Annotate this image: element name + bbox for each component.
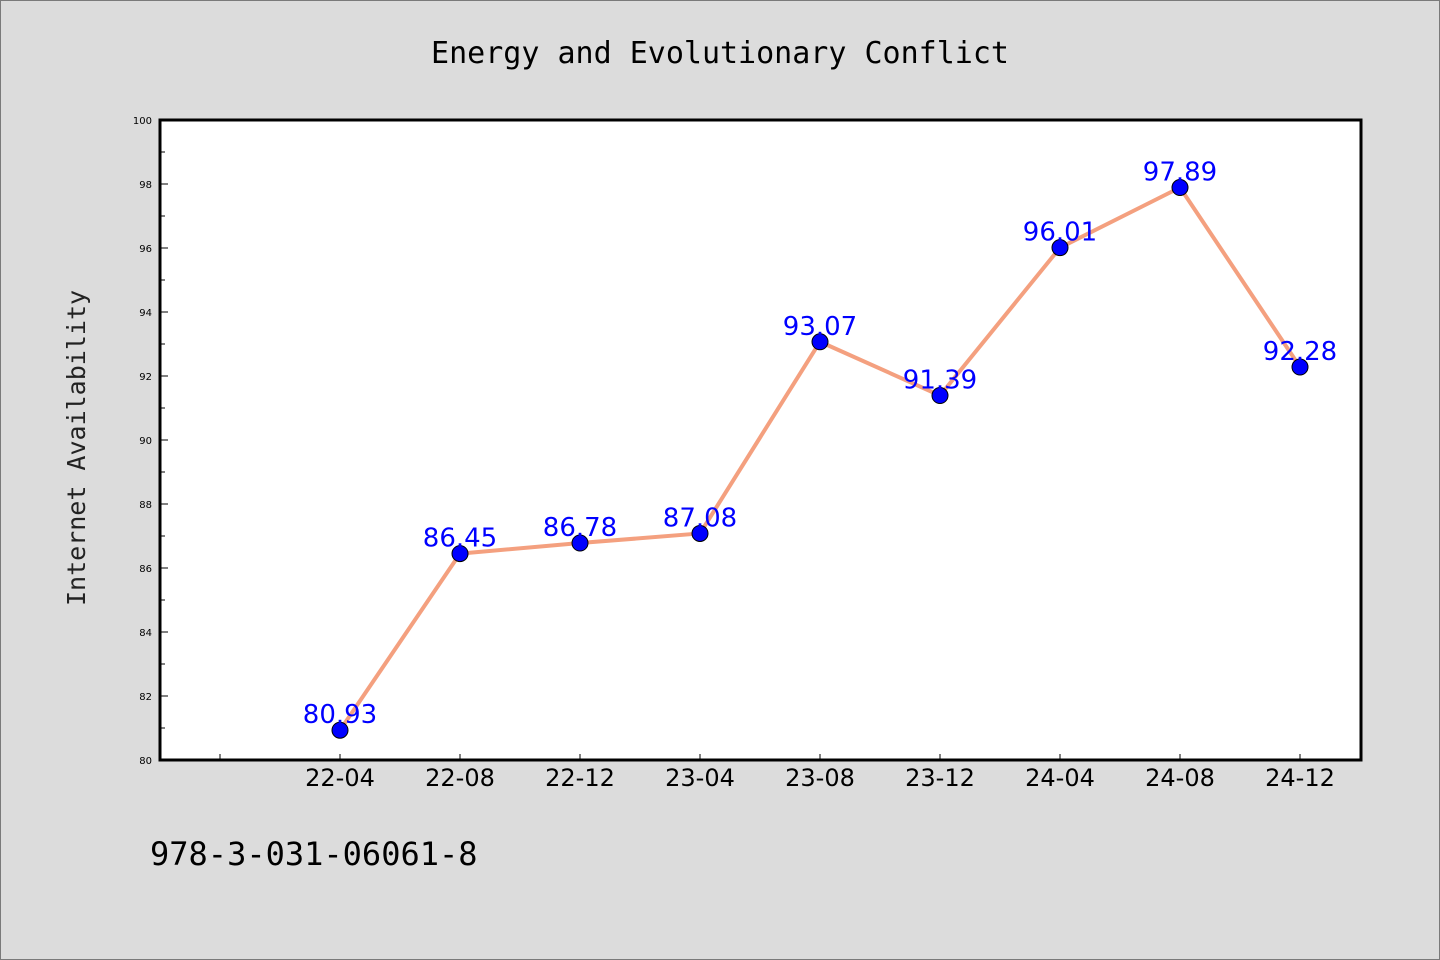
- x-tick-label: 23-12: [905, 764, 975, 792]
- x-axis: 22-04 22-08 22-12 23-04 23-08 23-12 24-04 24-08…: [219, 754, 1335, 792]
- data-point: [1051, 239, 1069, 257]
- y-axis: 80 82 84 86 88 90 92 94 96 98 100: [133, 116, 168, 767]
- footnote-isbn: 978-3-031-06061-8: [150, 835, 478, 873]
- y-tick-label: 80: [139, 756, 152, 767]
- data-label: 87.08: [663, 503, 737, 533]
- data-label: 96.01: [1023, 218, 1097, 248]
- chart-title: Energy and Evolutionary Conflict: [431, 36, 1009, 71]
- x-tick-label: 22-08: [425, 764, 495, 792]
- y-tick-label: 84: [139, 628, 152, 639]
- x-tick-label: 23-08: [785, 764, 855, 792]
- data-label: 97.89: [1143, 158, 1217, 188]
- y-tick-label: 96: [139, 244, 152, 255]
- data-point: [331, 721, 349, 739]
- x-tick-label: 23-04: [665, 764, 735, 792]
- data-label: 86.78: [543, 513, 617, 543]
- data-point: [691, 524, 709, 542]
- x-tick-label: 24-08: [1145, 764, 1215, 792]
- data-label: 92.28: [1263, 337, 1337, 367]
- y-tick-label: 92: [139, 372, 152, 383]
- series-layer: 80.93 86.45 86.78 87.08 93.07 91.39 96.01 97.89…: [303, 158, 1337, 739]
- data-point: [571, 534, 589, 552]
- x-tick-label: 22-04: [305, 764, 375, 792]
- y-tick-label: 88: [139, 500, 152, 511]
- data-point: [1171, 179, 1189, 197]
- data-label: 91.39: [903, 366, 977, 396]
- x-tick-label: 24-12: [1265, 764, 1335, 792]
- y-tick-label: 90: [139, 436, 152, 447]
- y-tick-label: 98: [139, 180, 152, 191]
- x-tick-label: 24-04: [1025, 764, 1095, 792]
- y-tick-label: 100: [133, 116, 152, 127]
- data-point: [811, 333, 829, 351]
- data-label: 86.45: [423, 524, 497, 554]
- data-label: 80.93: [303, 700, 377, 730]
- y-tick-label: 82: [139, 692, 152, 703]
- y-axis-label: Internet Availability: [62, 290, 91, 606]
- data-point: [1291, 358, 1309, 376]
- x-tick-label: 22-12: [545, 764, 615, 792]
- data-point: [451, 545, 469, 563]
- y-tick-label: 86: [139, 564, 152, 575]
- y-tick-label: 94: [139, 308, 152, 319]
- data-point: [931, 387, 949, 405]
- data-label: 93.07: [783, 312, 857, 342]
